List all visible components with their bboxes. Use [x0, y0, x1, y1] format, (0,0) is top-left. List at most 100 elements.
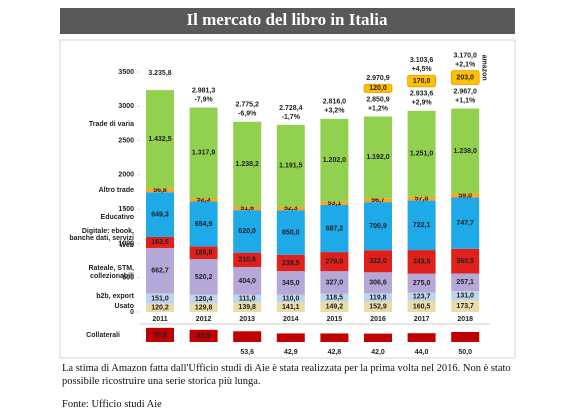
value-label: 53,1 [328, 200, 342, 207]
source: Fonte: Ufficio studi Aie [62, 399, 162, 410]
bar-segment [364, 301, 392, 312]
x-tick-label: 2015 [327, 316, 343, 323]
bar-segment [320, 271, 349, 294]
value-label: 152,9 [369, 304, 387, 311]
collaterali-label: 42,8 [328, 349, 342, 356]
bar-segment [407, 250, 436, 274]
value-label: 151,0 [151, 295, 169, 302]
value-label: 111,0 [239, 295, 256, 302]
bar-segment [189, 201, 218, 247]
value-label: 118,5 [326, 295, 343, 302]
bar-segment [364, 116, 392, 199]
bar-segment [407, 196, 436, 201]
amazon-name: amazon [480, 55, 487, 81]
amazon-value-label: 170,0 [413, 78, 431, 85]
value-label: 52,3 [284, 205, 298, 212]
bar-segment [233, 210, 262, 253]
value-label: 160,5 [413, 303, 431, 310]
collaterali-bar [146, 327, 174, 342]
bar-segment [146, 236, 174, 248]
value-label: 687,2 [326, 225, 344, 232]
bar-segment [407, 300, 436, 312]
collaterali-bar [189, 329, 218, 342]
x-tick-label: 2011 [152, 316, 167, 323]
value-label: 1.202,0 [323, 157, 346, 164]
value-label: 185,8 [195, 250, 213, 257]
y-tick-label: 0 [130, 309, 134, 316]
value-label: 654,9 [195, 221, 213, 228]
total-label: 2.850,9 [366, 96, 389, 103]
value-label: 1.432,5 [148, 136, 171, 143]
collaterali-label: 50,0 [458, 349, 472, 356]
bar-segment [451, 291, 480, 301]
total-label: 2.933,6 [410, 91, 433, 98]
change-label: +2,9% [412, 100, 433, 107]
collaterali-label: 42,9 [284, 349, 298, 356]
bar-segment [276, 124, 305, 207]
value-label: 520,2 [195, 274, 213, 281]
bar-segment [233, 294, 262, 303]
value-label: 327,0 [326, 279, 344, 286]
legend-label: Rateale, STM, collezionabili [88, 265, 134, 280]
value-label: 1.238,0 [454, 148, 477, 155]
bar-segment [233, 121, 262, 207]
collaterali-label: 42,0 [371, 349, 385, 356]
value-label: 700,9 [369, 223, 387, 230]
bar-segment [233, 252, 262, 268]
chart-frame [59, 39, 516, 359]
amazon-bar [363, 83, 393, 93]
bar-segment [233, 267, 262, 295]
value-label: 322,0 [369, 258, 387, 265]
total-label: 2.967,0 [454, 88, 477, 95]
bar-segment [233, 302, 262, 312]
amazon-change-label: +4,5% [412, 66, 433, 73]
value-label: 343,5 [413, 259, 431, 266]
note: La stima di Amazon fatta dall'Ufficio st… [62, 363, 511, 387]
legend-label: Usato [115, 303, 134, 310]
x-tick-label: 2017 [414, 316, 430, 323]
collaterali-name: Collaterali [86, 332, 120, 339]
collaterali-bar [233, 331, 262, 342]
x-tick-label: 2018 [457, 316, 473, 323]
value-label: 51,6 [240, 205, 254, 212]
value-label: 662,7 [151, 268, 169, 275]
bar-segment [146, 90, 174, 189]
value-label: 1.238,2 [236, 161, 259, 168]
legend-line: Digitale: ebook, [82, 228, 134, 235]
value-label: 306,6 [369, 280, 387, 287]
legend-line: collezionabili [90, 273, 134, 280]
change-label: +1,1% [455, 97, 476, 104]
bar-segment [276, 254, 305, 272]
value-label: 57,8 [415, 195, 429, 202]
bar-segment [320, 252, 349, 272]
bar-segment [189, 259, 218, 295]
legend-label: Trade di varia [89, 121, 134, 128]
bar-segment [451, 300, 480, 312]
amazon-change-label: +2,1% [455, 61, 476, 68]
amazon-total-label: 2.970,9 [366, 75, 389, 82]
bar-segment [276, 294, 305, 303]
value-label: 139,8 [238, 304, 256, 311]
value-label: 120,2 [151, 305, 169, 312]
x-tick-label: 2016 [370, 316, 386, 323]
y-tick-label: 3000 [118, 103, 134, 110]
collaterali-bar [364, 333, 392, 342]
value-label: 163,5 [151, 239, 169, 246]
collaterali-bar [451, 332, 480, 342]
bar-segment [407, 292, 436, 301]
value-label: 149,2 [326, 304, 344, 311]
collaterali-label: 53,6 [240, 349, 254, 356]
value-label: 747,7 [456, 220, 474, 227]
bar-segment [320, 118, 349, 202]
collaterali-label: 60,9 [197, 333, 211, 340]
bar-segment [451, 248, 480, 274]
value-label: 131,0 [456, 292, 474, 299]
chart-title: Il mercato del libro in Italia [186, 10, 388, 29]
value-label: 56,7 [371, 197, 385, 204]
x-tick-label: 2012 [196, 316, 212, 323]
bar-segment [189, 107, 218, 198]
value-label: 119,8 [369, 294, 386, 301]
value-label: 141,1 [282, 304, 300, 311]
collaterali-label: 44,0 [415, 349, 429, 356]
change-label: +1,2% [368, 105, 389, 112]
